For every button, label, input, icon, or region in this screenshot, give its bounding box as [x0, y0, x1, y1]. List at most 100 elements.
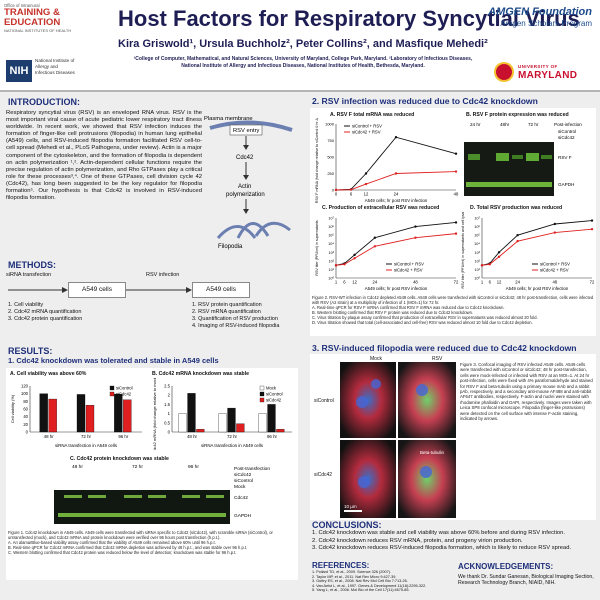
blot-band: [468, 154, 480, 160]
sicdc42-row-label: siCdc42: [314, 472, 333, 478]
fig2b-row: siCdc42: [558, 135, 575, 140]
x-tick-label: 48: [413, 280, 418, 285]
series-line: [335, 222, 457, 266]
series-line: [481, 228, 593, 266]
x-tick-label: 24: [394, 192, 399, 197]
fig2b-row: siControl: [558, 129, 576, 134]
fig1-caption-a: A. An alamarBlue-based viability assay c…: [8, 540, 216, 545]
methods-left-item: 3. Cdc42 protein quantification: [8, 316, 83, 322]
fig2b-time: 24 hr: [470, 122, 481, 127]
a549-box-right: A549 cells: [192, 282, 250, 298]
nih-training-logo: Office of Intramural TRAINING & EDUCATIO…: [4, 3, 108, 43]
data-point: [364, 182, 368, 186]
x-tick-label: 0: [335, 192, 338, 197]
data-point: [454, 170, 458, 173]
data-point: [414, 236, 417, 239]
y-tick-label: 10⁰: [474, 277, 480, 281]
y-tick-label: 10⁴: [328, 242, 334, 246]
fig1-caption-c: C. Western blotting confirmed that Cdc42…: [8, 550, 237, 555]
fig1c-row: Mock: [234, 484, 246, 490]
legend-label: siControl + RSV: [352, 124, 382, 129]
methods-list-left: 1. Cell viability 2. Cdc42 mRNA quantifi…: [8, 302, 82, 323]
fig2-caption-d: D. Virus titration showed that total (ce…: [312, 320, 533, 325]
fig1-caption-b: B. Real-time qPCR for Cdc42 mRNA confirm…: [8, 545, 248, 550]
confocal-image-grid: Beta-tubulin 10 µm: [340, 362, 456, 518]
x-tick-label: 72 hr: [227, 434, 238, 439]
series-line: [481, 220, 593, 266]
methods-right-item: 3. Quantification of RSV production: [192, 316, 278, 322]
bar: [267, 404, 276, 433]
blot-band: [541, 155, 552, 159]
blot-band: [182, 495, 200, 498]
y-tick-label: 20: [23, 422, 28, 427]
cdc42-label: Cdc42: [236, 155, 254, 161]
logo-org-text: NATIONAL INSTITUTES OF HEALTH: [4, 28, 72, 33]
conclusion-item: 2. Cdc42 knockdown reduces RSV mRNA, pro…: [312, 537, 523, 544]
logo-big-text-1: TRAINING &: [4, 7, 60, 18]
legend-swatch: [259, 391, 265, 397]
methods-heading: METHODS:: [8, 260, 56, 270]
mock-label: Mock: [370, 356, 382, 362]
series-line: [335, 233, 457, 266]
x-tick-label: 96 hr: [267, 434, 278, 439]
data-point: [553, 222, 557, 226]
y-tick-label: 60: [23, 407, 28, 412]
bar: [39, 393, 48, 433]
data-point: [454, 221, 458, 224]
micrograph-sicdc42-rsv: [398, 440, 456, 518]
bar: [196, 429, 205, 433]
x-tick-label: 48 hr: [44, 434, 55, 439]
nih-mark: NIH: [6, 60, 32, 82]
data-point: [497, 251, 501, 254]
y-tick-label: 10⁵: [474, 234, 480, 238]
data-point: [364, 172, 368, 175]
fig2b-post: Post-infection: [554, 122, 582, 127]
methods-left-item: 1. Cell viability: [8, 302, 44, 308]
blot-band: [206, 495, 224, 498]
fig1b-title: B. Cdc42 mRNA knockdown was stable: [152, 371, 249, 377]
x-tick-label: 6: [343, 280, 346, 285]
fig2c-title: C. Production of extracellular RSV was r…: [322, 205, 440, 211]
legend-swatch: [109, 391, 115, 397]
fig2d-chart: 10⁰ 10¹ 10² 10³ 10⁴ 10⁵ 10⁶ 10⁷ 1 6 12 24 48 72 A549 c…: [461, 212, 595, 291]
header: Office of Intramural TRAINING & EDUCATIO…: [0, 0, 600, 92]
x-tick-label: 1: [481, 280, 484, 285]
y-tick-label: 120: [21, 384, 29, 389]
bar: [258, 413, 267, 433]
logo-small-text: Office of Intramural: [4, 3, 40, 8]
fig2b-band: RSV F: [558, 155, 572, 160]
x-tick-label: 72: [590, 280, 595, 285]
fig2b-blot-image: [464, 142, 554, 196]
umd-seal-icon: [494, 62, 514, 82]
fig2a-chart: 0 250 500 750 1000 0 6 12 24 48 A549 cells; hr pos…: [315, 118, 459, 203]
fig2d-title: D. Total RSV production was reduced: [470, 205, 563, 211]
y-tick-label: 1000: [325, 122, 335, 127]
rsv-entry-label: RSV entry: [233, 128, 260, 134]
legend-label: siCdc42 + RSV: [394, 268, 423, 273]
y-tick-label: 10³: [329, 251, 335, 255]
data-point: [590, 219, 594, 222]
ack-text: We thank Dr. Sundar Ganesan, Biological …: [458, 574, 594, 587]
bar: [114, 393, 123, 433]
bar: [123, 399, 132, 433]
bar: [276, 429, 285, 433]
x-tick-label: 48: [552, 280, 557, 285]
y-tick-label: 80: [23, 399, 28, 404]
y-axis-label: Cdc42 mRNA (fold change relative to mock…: [152, 378, 157, 450]
reference-item: 3. Guttry ES, et al., 2008. Nat Rev Mol …: [312, 579, 408, 584]
x-tick-label: 12: [497, 280, 502, 285]
x-axis-label: siRNA transfection in A549 cells: [201, 443, 264, 448]
blot-band: [526, 153, 539, 161]
y-tick-label: 10⁷: [328, 217, 334, 221]
fig2b-time: 48hr: [500, 122, 510, 127]
x-tick-label: 1: [335, 280, 338, 285]
data-point: [394, 172, 398, 175]
fig1-caption-text: Figure 1. Cdc42 knockdown in A549 cells.…: [8, 530, 273, 540]
data-point: [553, 231, 557, 234]
data-point: [516, 233, 519, 237]
reference-item: 2. Taylor MP, et al., 2011. Nat Rev Micr…: [312, 574, 397, 579]
amgen-logo: AMGEN Foundation Amgen Scholars Program: [474, 6, 592, 28]
data-point: [497, 255, 501, 258]
fig2-caption-c: C. Virus titration by plaque assay confi…: [312, 315, 538, 320]
